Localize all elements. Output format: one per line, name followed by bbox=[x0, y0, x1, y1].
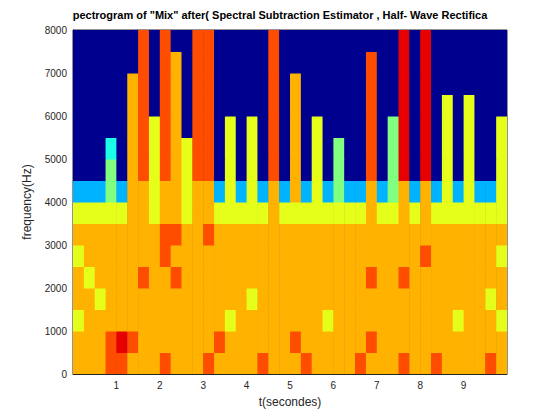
svg-text:7: 7 bbox=[374, 380, 380, 391]
svg-text:3000: 3000 bbox=[45, 240, 68, 251]
svg-text:4: 4 bbox=[244, 380, 250, 391]
svg-text:t(secondes): t(secondes) bbox=[259, 395, 322, 409]
svg-text:4000: 4000 bbox=[45, 197, 68, 208]
svg-text:pectrogram of "Mix" after( Spe: pectrogram of "Mix" after( Spectral Subt… bbox=[73, 9, 489, 21]
svg-text:6: 6 bbox=[331, 380, 337, 391]
svg-text:3: 3 bbox=[200, 380, 206, 391]
svg-text:2000: 2000 bbox=[45, 283, 68, 294]
svg-text:7000: 7000 bbox=[45, 68, 68, 79]
svg-text:5: 5 bbox=[287, 380, 293, 391]
svg-text:8000: 8000 bbox=[45, 25, 68, 36]
svg-text:9: 9 bbox=[461, 380, 467, 391]
svg-text:5000: 5000 bbox=[45, 154, 68, 165]
svg-text:6000: 6000 bbox=[45, 111, 68, 122]
svg-text:1: 1 bbox=[114, 380, 120, 391]
svg-text:0: 0 bbox=[61, 369, 67, 380]
svg-text:1000: 1000 bbox=[45, 326, 68, 337]
svg-text:frequency(Hz): frequency(Hz) bbox=[20, 164, 34, 239]
svg-text:2: 2 bbox=[157, 380, 163, 391]
svg-text:8: 8 bbox=[417, 380, 423, 391]
